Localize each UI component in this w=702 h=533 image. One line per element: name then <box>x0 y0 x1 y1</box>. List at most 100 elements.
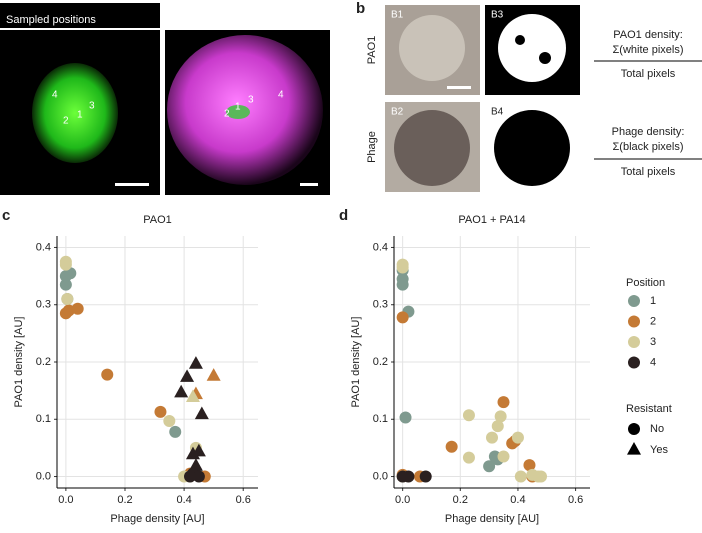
colony-mask <box>494 110 570 186</box>
point <box>184 470 197 483</box>
point <box>486 431 498 444</box>
x-tick-label: 0.4 <box>510 494 525 506</box>
position-label: 1 <box>77 110 83 121</box>
legend-label: Yes <box>650 444 668 456</box>
legend-label: No <box>650 423 664 435</box>
panel-letter: b <box>356 0 365 17</box>
point <box>62 304 75 317</box>
x-axis-label: Phage density [AU] <box>445 513 539 525</box>
x-tick-label: 0.6 <box>568 494 583 506</box>
formula-denominator: Total pixels <box>621 68 676 80</box>
x-tick-label: 0.4 <box>176 494 191 506</box>
point <box>194 406 209 420</box>
point <box>396 278 409 291</box>
point <box>185 389 200 402</box>
legend-label: 3 <box>650 336 656 348</box>
mask-hole <box>515 35 525 45</box>
x-tick-label: 0.0 <box>395 494 410 506</box>
point <box>462 409 475 422</box>
scale-bar <box>447 86 471 89</box>
position-label: 2 <box>63 116 69 127</box>
y-tick-label: 0.0 <box>36 470 51 482</box>
point <box>174 384 189 398</box>
point <box>535 470 547 483</box>
point <box>71 302 84 315</box>
panel-letter: c <box>2 207 10 224</box>
y-axis-label: PAO1 density [AU] <box>13 317 25 408</box>
point <box>483 460 496 473</box>
y-tick-label: 0.3 <box>373 299 388 311</box>
colony <box>394 110 470 186</box>
legend-marker <box>628 336 640 348</box>
legend-label: 2 <box>650 315 656 327</box>
y-tick-label: 0.0 <box>373 470 388 482</box>
y-tick-label: 0.4 <box>36 241 51 253</box>
x-tick-label: 0.2 <box>117 494 132 506</box>
position-label: 2 <box>224 109 230 120</box>
legend-marker <box>628 295 640 307</box>
chart-title: PAO1 <box>143 214 172 226</box>
colony-mask <box>498 14 566 82</box>
point <box>163 414 176 427</box>
panel-title: Sampled positions <box>6 14 96 26</box>
point <box>180 369 195 382</box>
row-label: PAO1 <box>366 36 378 65</box>
point <box>399 411 412 424</box>
point <box>462 451 475 464</box>
y-tick-label: 0.4 <box>373 241 388 253</box>
point <box>396 258 409 271</box>
y-tick-label: 0.2 <box>373 356 388 368</box>
legend-title: Resistant <box>626 403 672 415</box>
x-tick-label: 0.0 <box>58 494 73 506</box>
legend-marker <box>628 315 640 328</box>
point <box>396 311 409 324</box>
formula-name: PAO1 density: <box>613 29 683 41</box>
point <box>491 420 504 433</box>
scale-bar <box>300 183 318 186</box>
point <box>154 405 167 418</box>
point <box>61 293 74 305</box>
colony <box>399 15 465 81</box>
mask-hole <box>539 52 551 64</box>
colony <box>32 63 118 163</box>
position-label: 3 <box>248 95 254 106</box>
point <box>59 258 72 271</box>
x-tick-label: 0.2 <box>453 494 468 506</box>
legend-marker <box>627 442 641 455</box>
point <box>497 450 510 463</box>
position-label: 4 <box>52 90 58 101</box>
formula-numerator: Σ(white pixels) <box>613 44 684 56</box>
tile-label: B4 <box>491 107 504 118</box>
formula-denominator: Total pixels <box>621 166 676 178</box>
legend-title: Position <box>626 277 665 289</box>
tile-label: B1 <box>391 10 404 21</box>
point <box>402 470 415 483</box>
panel-letter: d <box>339 207 348 224</box>
formula-numerator: Σ(black pixels) <box>613 141 684 153</box>
image-header <box>0 3 160 28</box>
x-tick-label: 0.6 <box>236 494 251 506</box>
point <box>59 278 72 291</box>
point <box>188 356 203 369</box>
point <box>511 431 524 444</box>
y-tick-label: 0.3 <box>36 299 51 311</box>
point <box>514 470 527 483</box>
y-tick-label: 0.1 <box>373 413 388 425</box>
point <box>523 459 536 472</box>
y-axis-label: PAO1 density [AU] <box>350 317 362 408</box>
formula-name: Phage density: <box>612 126 685 138</box>
legend-marker <box>628 423 640 435</box>
legend-label: 1 <box>650 295 656 307</box>
point <box>101 368 114 381</box>
legend-label: 4 <box>650 356 656 368</box>
position-label: 4 <box>278 90 284 101</box>
position-label: 1 <box>235 102 241 113</box>
position-label: 3 <box>89 101 95 112</box>
y-tick-label: 0.1 <box>36 413 51 425</box>
tile-label: B3 <box>491 10 504 21</box>
x-axis-label: Phage density [AU] <box>110 513 204 525</box>
point <box>445 440 458 453</box>
legend-marker <box>628 356 640 369</box>
point <box>192 470 205 483</box>
